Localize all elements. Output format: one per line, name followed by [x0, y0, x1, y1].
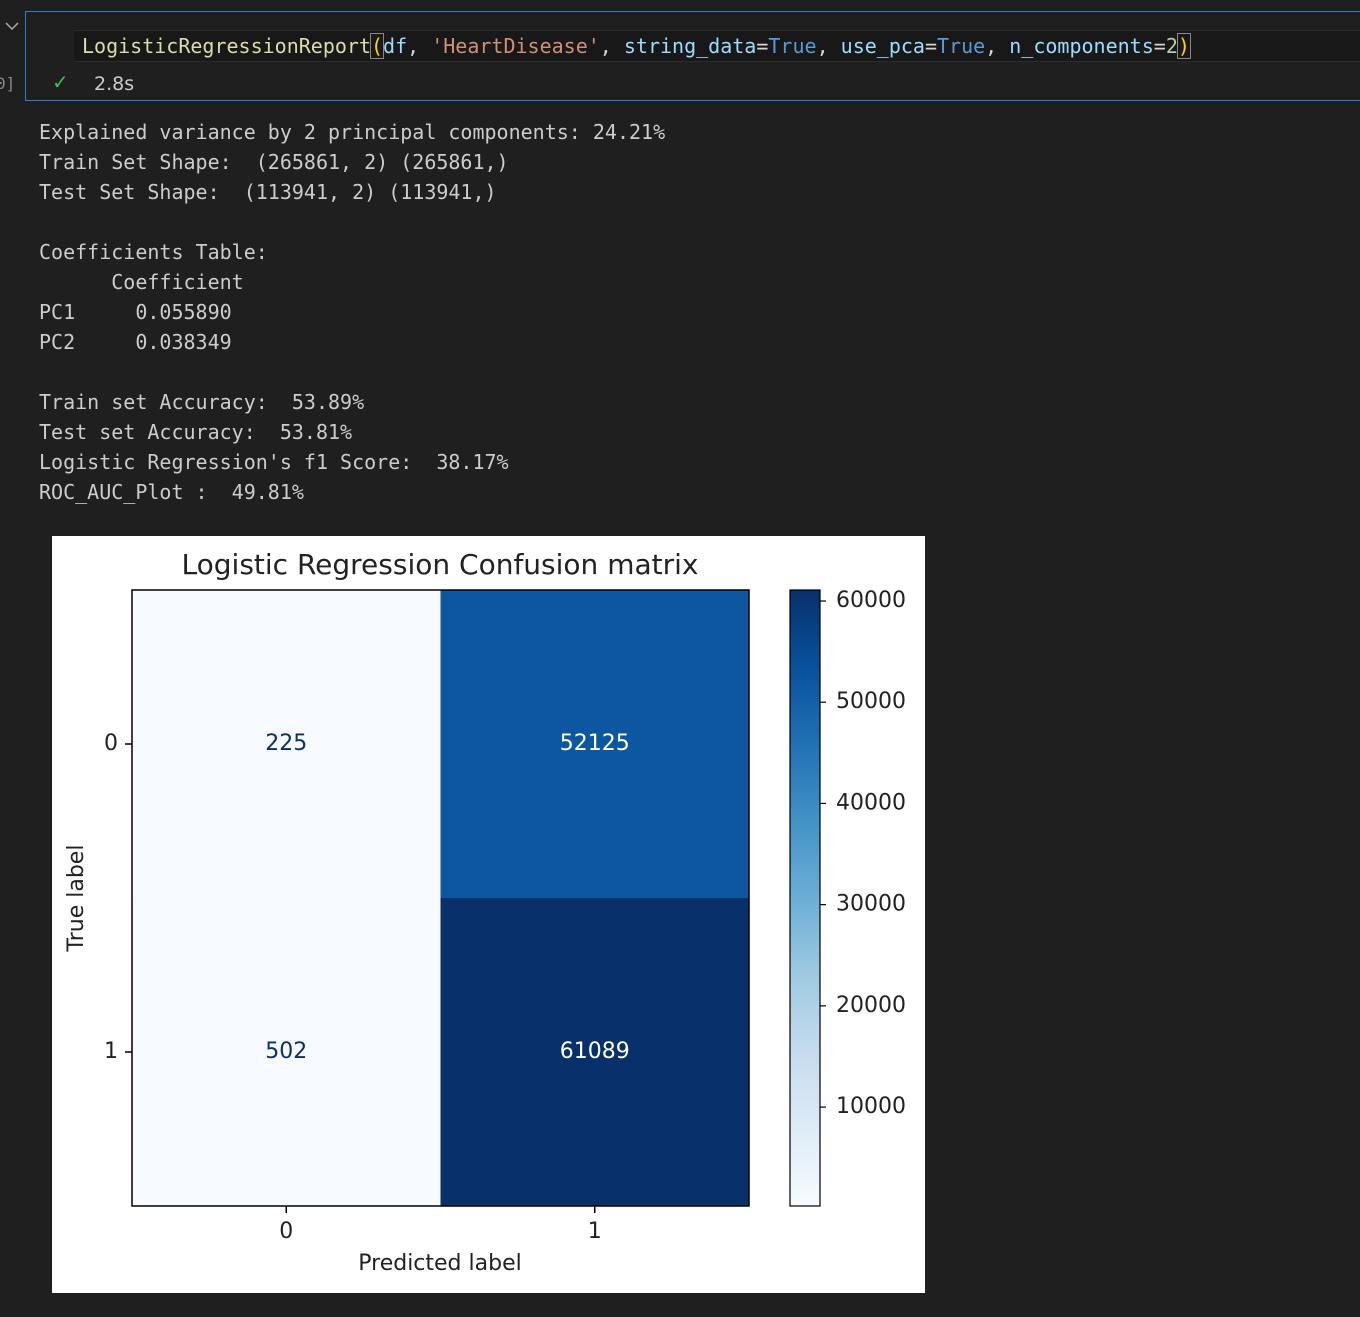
colorbar-tick-label: 40000 [836, 790, 906, 815]
code-token: ) [1176, 33, 1191, 59]
output-line: Train set Accuracy: 53.89% [39, 390, 365, 414]
code-token: 'HeartDisease' [431, 34, 600, 58]
y-axis-label: True label [64, 845, 89, 953]
output-line: Logistic Regression's f1 Score: 38.17% [39, 450, 509, 474]
plot-frame [131, 589, 750, 1207]
output-block: Explained variance by 2 principal compon… [39, 117, 665, 207]
code-token: 2 [1165, 34, 1178, 58]
output-line: Test set Accuracy: 53.81% [39, 420, 353, 444]
output-line: ROC_AUC_Plot : 49.81% [39, 480, 304, 504]
x-axis-label: Predicted label [358, 1251, 521, 1276]
code-token: , [407, 34, 432, 58]
code-token: = [1153, 34, 1166, 58]
y-tick-label: 1 [104, 1039, 118, 1064]
code-token: , [599, 34, 624, 58]
code-token: , [816, 34, 841, 58]
colorbar [789, 589, 821, 1207]
code-token: = [756, 34, 769, 58]
code-token: True [768, 34, 817, 58]
colorbar-tick-label: 50000 [836, 689, 906, 714]
heatmap-cell [440, 590, 750, 899]
cell-value-label: 52125 [560, 731, 630, 756]
code-token: use_pca [840, 34, 925, 58]
run-time: 2.8s [94, 73, 135, 95]
code-input[interactable]: LogisticRegressionReport(df, 'HeartDisea… [74, 30, 1360, 62]
colorbar-tick-label: 10000 [836, 1094, 906, 1119]
cell-output: Explained variance by 2 principal compon… [39, 117, 665, 537]
confusion-matrix-chart: Logistic Regression Confusion matrix Pre… [52, 536, 925, 1293]
chart-title: Logistic Regression Confusion matrix [182, 548, 699, 581]
collapse-chevron[interactable] [4, 20, 20, 32]
output-line: PC1 0.055890 [39, 300, 232, 324]
colorbar-tick-label: 60000 [836, 588, 906, 613]
x-tick-label: 1 [588, 1219, 602, 1244]
output-line: PC2 0.038349 [39, 330, 232, 354]
execution-count: 0] [0, 74, 16, 93]
colorbar-tick-label: 30000 [836, 892, 906, 917]
output-line: Coefficients Table: [39, 240, 268, 264]
code-cell[interactable]: LogisticRegressionReport(df, 'HeartDisea… [25, 11, 1360, 101]
success-icon: ✓ [52, 70, 69, 94]
colorbar-tick-label: 20000 [836, 993, 906, 1018]
cell-value-label: 225 [265, 731, 307, 756]
code-token: , [985, 34, 1010, 58]
x-tick-label: 0 [279, 1219, 293, 1244]
output-line: Coefficient [39, 270, 244, 294]
code-token: df [383, 34, 408, 58]
heatmap-cell [440, 898, 750, 1207]
code-token: string_data [623, 34, 757, 58]
code-token: True [937, 34, 986, 58]
output-block: Coefficients Table: Coefficient PC1 0.055… [39, 237, 665, 357]
code-token: = [924, 34, 937, 58]
cell-value-label: 61089 [560, 1039, 630, 1064]
output-line: Test Set Shape: (113941, 2) (113941,) [39, 180, 497, 204]
heatmap-cell [132, 898, 441, 1207]
code-token: ( [369, 33, 385, 59]
cell-value-label: 502 [265, 1039, 307, 1064]
heatmap-cell [132, 590, 441, 899]
output-block: Train set Accuracy: 53.89% Test set Accur… [39, 387, 665, 507]
y-tick-label: 0 [104, 731, 118, 756]
output-line: Explained variance by 2 principal compon… [39, 120, 666, 144]
code-token: n_components [1009, 34, 1154, 58]
code-token: LogisticRegressionReport [82, 34, 371, 58]
output-line: Train Set Shape: (265861, 2) (265861,) [39, 150, 509, 174]
